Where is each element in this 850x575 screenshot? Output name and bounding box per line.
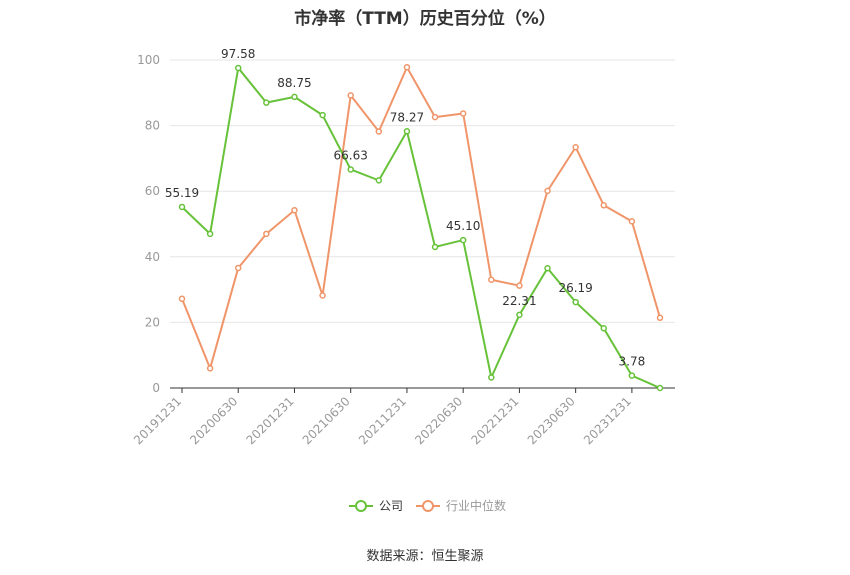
legend-item-industry: 行业中位数: [416, 498, 506, 513]
series-line-company: [181, 66, 661, 389]
company-point: [488, 374, 495, 381]
company-point: [516, 311, 523, 319]
industry-point: [544, 187, 551, 195]
industry-point: [628, 218, 636, 225]
industry-point: [656, 314, 664, 322]
data-label: 45.10: [446, 219, 480, 233]
company-point: [263, 99, 270, 106]
industry-point: [572, 143, 579, 151]
company-point: [206, 230, 214, 238]
company-point: [572, 298, 579, 306]
data-label: 66.63: [334, 148, 368, 162]
industry-point: [291, 206, 298, 214]
company-point: [656, 384, 664, 392]
company-point: [291, 93, 298, 101]
data-label: 97.58: [221, 47, 255, 61]
company-point: [178, 203, 186, 211]
x-tick-label: 20200630: [187, 394, 240, 447]
x-tick-label: 20210630: [300, 394, 353, 447]
company-point: [347, 166, 354, 173]
y-tick-label: 100: [137, 53, 160, 67]
y-tick-label: 40: [145, 250, 160, 264]
legend-item-company: 公司: [349, 499, 403, 513]
data-label: 26.19: [558, 281, 592, 295]
y-tick-label: 20: [145, 315, 160, 329]
company-point: [431, 243, 439, 251]
data-label: 22.31: [502, 294, 536, 308]
company-point: [544, 265, 551, 272]
x-tick-label: 20230630: [525, 394, 578, 447]
x-tick-label: 20201231: [244, 394, 297, 447]
y-tick-label: 80: [145, 119, 160, 133]
data-label: 55.19: [165, 186, 199, 200]
company-point: [234, 64, 242, 72]
x-tick-label: 20191231: [131, 394, 184, 447]
series: [178, 63, 664, 392]
x-tick-label: 20211231: [356, 394, 409, 447]
industry-point: [600, 202, 608, 209]
chart-title: 市净率（TTM）历史百分位（%）: [294, 9, 556, 29]
industry-point: [403, 63, 411, 71]
data-label: 78.27: [390, 110, 424, 124]
legend-label: 公司: [379, 499, 403, 513]
x-tick-label: 20231231: [581, 394, 634, 447]
industry-point: [319, 292, 326, 299]
legend: 公司 行业中位数: [349, 498, 506, 513]
y-tick-label: 60: [145, 184, 160, 198]
y-tick-label: 0: [152, 381, 160, 395]
series-line-industry: [181, 66, 661, 370]
industry-point: [459, 110, 467, 117]
legend-marker: [355, 500, 367, 512]
industry-point: [516, 282, 523, 289]
company-point: [628, 372, 636, 379]
x-tick-label: 20221231: [468, 394, 521, 447]
industry-point: [263, 230, 270, 238]
industry-point: [234, 264, 242, 272]
industry-point: [431, 113, 439, 121]
industry-point: [206, 365, 214, 372]
legend-marker: [422, 500, 434, 512]
industry-point: [488, 276, 495, 284]
data-label: 3.78: [619, 355, 646, 369]
company-point: [600, 325, 608, 332]
company-point: [375, 177, 383, 184]
industry-point: [375, 128, 383, 135]
data-source: 数据来源：恒生聚源: [366, 549, 484, 564]
company-point: [403, 128, 411, 135]
data-label: 88.75: [277, 76, 311, 90]
company-point: [319, 111, 326, 119]
data-labels: 55.19 97.58 88.75 66.63 78.27 45.10 22.31 26.19…: [165, 47, 645, 369]
industry-point: [178, 295, 186, 303]
industry-point: [347, 92, 354, 99]
company-point: [459, 236, 467, 244]
legend-label: 行业中位数: [446, 498, 506, 513]
x-tick-label: 20220630: [412, 394, 465, 447]
